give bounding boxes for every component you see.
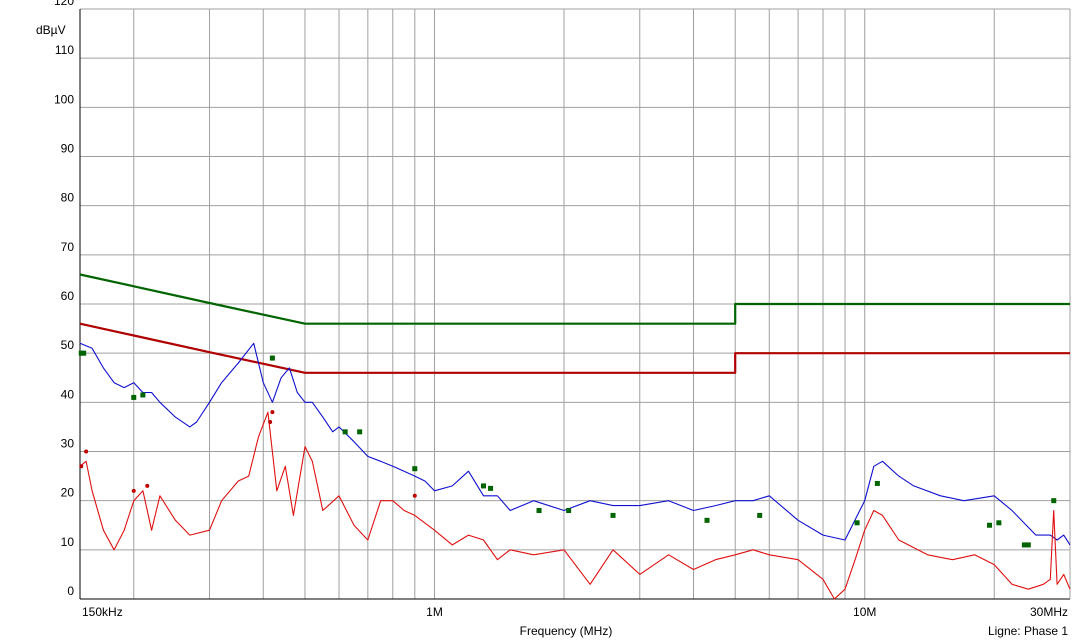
y-tick-label: 20 [61,486,75,500]
y-tick-labels: 0 10 20 30 40 50 60 70 80 90 100 110 120 [54,0,74,598]
limit-lines [79,273,1070,374]
y-tick-label: 0 [67,584,74,598]
qp-marker [412,466,418,472]
qp-marker [342,429,348,435]
qp-marker [757,512,763,518]
markers [78,350,1057,548]
x-tick-label: 1M [426,605,443,619]
qp-marker [1021,542,1027,548]
y-tick-label: 30 [61,437,75,451]
y-tick-label: 120 [54,0,74,8]
y-tick-label: 50 [61,338,75,352]
y-tick-label: 110 [55,43,74,57]
qp-marker [269,355,275,361]
y-tick-label: 70 [61,240,75,254]
x-tick-label: 10M [853,605,876,619]
qp-marker [996,520,1002,526]
qp-marker [854,520,860,526]
qp-marker [704,517,710,523]
x-tick-labels: 150kHz 1M 10M 30MHz [82,605,1068,619]
qp-marker [481,483,487,489]
avg-marker [412,493,417,498]
y-axis-label: dBµV [36,23,66,37]
qp-marker [566,508,572,513]
trace-line-trace_peak [79,342,1071,546]
footer-right-label: Ligne: Phase 1 [988,624,1068,638]
traces [79,342,1071,600]
limit-line-limit_qp [79,273,1070,325]
avg-marker [145,483,150,488]
avg-marker [131,488,136,493]
avg-marker [79,464,84,469]
qp-marker [536,508,542,513]
y-tick-label: 80 [61,191,75,205]
qp-marker [140,392,146,398]
avg-marker [268,420,273,424]
qp-marker [874,480,880,486]
y-tick-label: 100 [54,92,74,106]
x-tick-label: 30MHz [1030,605,1068,619]
qp-marker [357,429,363,435]
qp-marker [1051,498,1057,504]
avg-marker [270,410,275,415]
y-tick-label: 60 [61,289,75,303]
x-tick-label: 150kHz [82,605,123,619]
y-tick-label: 90 [61,142,75,156]
trace-line-trace_avg [79,411,1071,600]
avg-marker [84,449,89,454]
x-axis-label: Frequency (MHz) [520,624,613,638]
qp-marker [131,394,137,400]
qp-marker [610,512,616,518]
limit-line-limit_avg [79,322,1070,374]
qp-marker [987,522,993,528]
qp-marker [81,350,87,356]
y-tick-label: 10 [61,535,75,549]
y-tick-label: 40 [61,387,75,401]
qp-marker [488,485,494,491]
qp-marker [1025,542,1031,548]
